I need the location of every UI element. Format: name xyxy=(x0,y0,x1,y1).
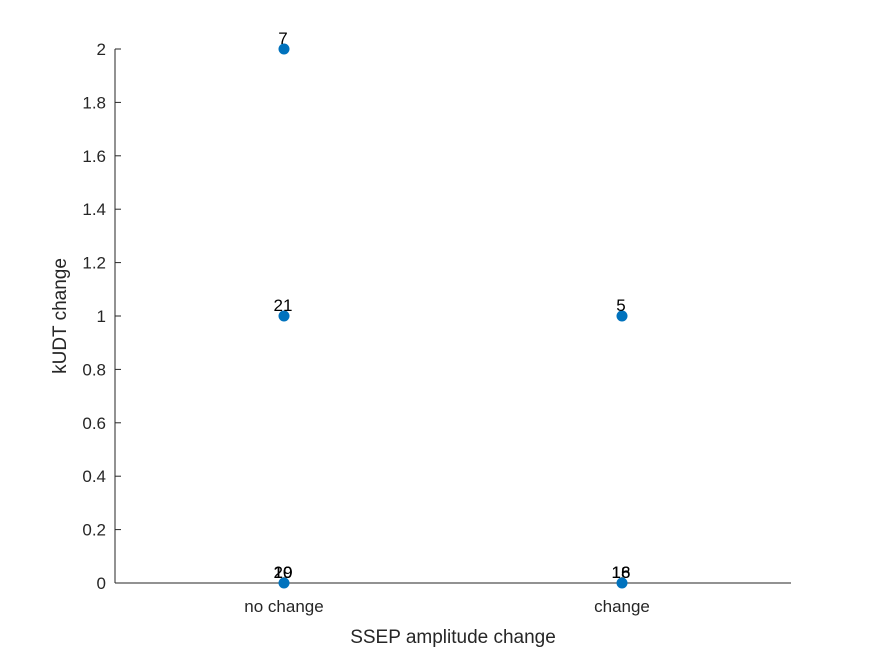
data-label: 10 xyxy=(274,563,293,582)
data-point xyxy=(278,43,290,55)
y-tick-label: 1.2 xyxy=(82,254,106,273)
data-label: 21 xyxy=(274,296,293,315)
axes xyxy=(114,49,791,584)
x-tick-label: no change xyxy=(244,597,323,616)
x-axis-label: SSEP amplitude change xyxy=(350,627,556,648)
data-point xyxy=(278,310,290,322)
y-tick-label: 1.6 xyxy=(82,147,106,166)
data-label: 18 xyxy=(612,563,631,582)
y-axis-label: kUDT change xyxy=(50,258,71,374)
data-point xyxy=(278,577,290,589)
data-points xyxy=(278,43,628,589)
x-tick-label: change xyxy=(594,597,650,616)
y-tick-label: 2 xyxy=(97,40,106,59)
x-axis-ticks: no change change xyxy=(244,577,650,616)
data-label: 20 xyxy=(274,563,293,582)
data-label: 5 xyxy=(616,296,625,315)
data-label: 16 xyxy=(612,563,631,582)
data-point xyxy=(616,577,628,589)
y-axis-ticks: 0 0.2 0.4 0.6 0.8 1 1.2 1.4 1.6 1.8 2 xyxy=(82,40,121,593)
y-tick-label: 0.4 xyxy=(82,467,106,486)
y-tick-label: 1.4 xyxy=(82,200,106,219)
y-tick-label: 0 xyxy=(97,574,106,593)
y-tick-label: 1.8 xyxy=(82,93,106,112)
y-tick-label: 0.6 xyxy=(82,414,106,433)
data-label: 7 xyxy=(278,29,287,48)
data-label: 19 xyxy=(274,563,293,582)
y-tick-label: 0.8 xyxy=(82,360,106,379)
data-point xyxy=(616,310,628,322)
y-tick-label: 0.2 xyxy=(82,521,106,540)
y-tick-label: 1 xyxy=(97,307,106,326)
